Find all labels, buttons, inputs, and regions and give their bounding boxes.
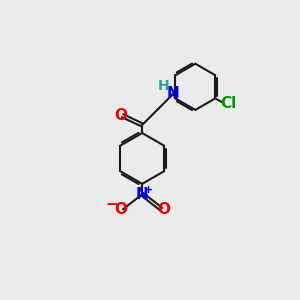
- Text: N: N: [167, 86, 180, 101]
- Text: Cl: Cl: [221, 96, 237, 111]
- Text: H: H: [158, 80, 170, 93]
- Text: +: +: [144, 184, 153, 195]
- Text: O: O: [158, 202, 171, 217]
- Text: −: −: [106, 197, 118, 212]
- Text: O: O: [114, 202, 127, 217]
- Text: N: N: [136, 187, 148, 202]
- Text: O: O: [114, 108, 127, 123]
